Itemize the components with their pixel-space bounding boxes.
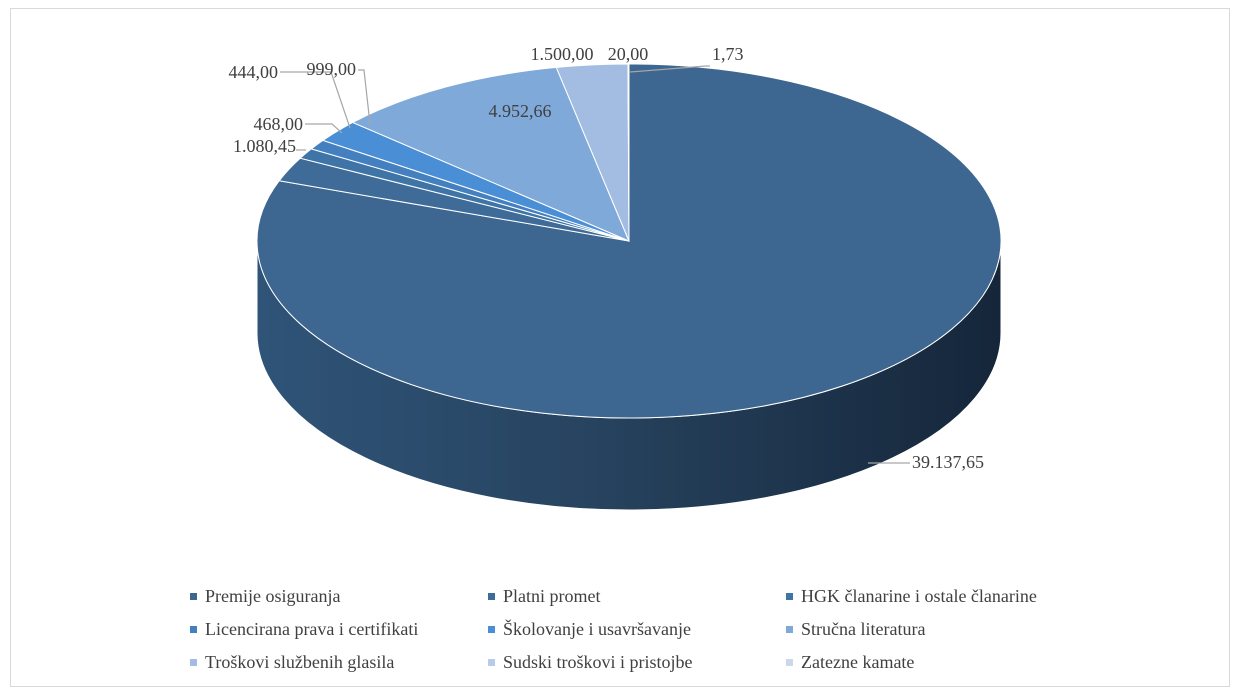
legend-swatch — [190, 593, 197, 600]
legend-label: Školovanje i usavršavanje — [503, 619, 691, 639]
legend-item: Zatezne kamate — [786, 652, 1106, 673]
legend-swatch — [488, 626, 495, 633]
leader-line — [629, 65, 710, 73]
legend-swatch — [488, 659, 495, 666]
legend-item: Premije osiguranja — [190, 586, 488, 607]
data-label: 20,00 — [608, 44, 649, 64]
data-label: 1,73 — [712, 44, 744, 64]
legend-row: Licencirana prava i certifikati Školovan… — [190, 613, 1110, 646]
data-label: 468,00 — [254, 114, 304, 134]
legend-label: Platni promet — [503, 586, 601, 606]
legend-row: Premije osiguranja Platni promet HGK čla… — [190, 580, 1110, 613]
legend-swatch — [786, 593, 793, 600]
data-label: 39.137,65 — [912, 452, 984, 472]
data-label: 1.080,45 — [233, 136, 296, 156]
legend-label: Licencirana prava i certifikati — [205, 619, 419, 639]
legend-swatch — [786, 659, 793, 666]
data-label: 444,00 — [229, 62, 279, 82]
legend-label: Stručna literatura — [801, 619, 926, 639]
legend-label: HGK članarine i ostale članarine — [801, 586, 1037, 606]
legend-row: Troškovi službenih glasila Sudski troško… — [190, 646, 1110, 679]
pie-slice — [351, 66, 630, 242]
legend-swatch — [488, 593, 495, 600]
legend-item: Platni promet — [488, 586, 786, 607]
data-label: 4.952,66 — [489, 101, 552, 121]
legend-label: Sudski troškovi i pristojbe — [503, 652, 693, 672]
leader-line — [358, 69, 371, 125]
legend-swatch — [190, 659, 197, 666]
legend-item: Stručna literatura — [786, 619, 1106, 640]
chart-frame — [10, 8, 1230, 687]
legend-item: Sudski troškovi i pristojbe — [488, 652, 786, 673]
legend-item: Troškovi službenih glasila — [190, 652, 488, 673]
data-label: 1.500,00 — [531, 44, 594, 64]
legend-item: Licencirana prava i certifikati — [190, 619, 488, 640]
legend-swatch — [190, 626, 197, 633]
pie-slice — [256, 63, 1002, 419]
legend-label: Premije osiguranja — [205, 586, 341, 606]
data-label: 999,00 — [307, 59, 357, 79]
legend-label: Zatezne kamate — [801, 652, 915, 672]
legend-item: Školovanje i usavršavanje — [488, 619, 786, 640]
legend-label: Troškovi službenih glasila — [205, 652, 395, 672]
leader-line — [305, 123, 343, 134]
legend-item: HGK članarine i ostale članarine — [786, 586, 1106, 607]
leader-line — [280, 71, 351, 129]
legend: Premije osiguranja Platni promet HGK čla… — [190, 580, 1110, 679]
legend-swatch — [786, 626, 793, 633]
